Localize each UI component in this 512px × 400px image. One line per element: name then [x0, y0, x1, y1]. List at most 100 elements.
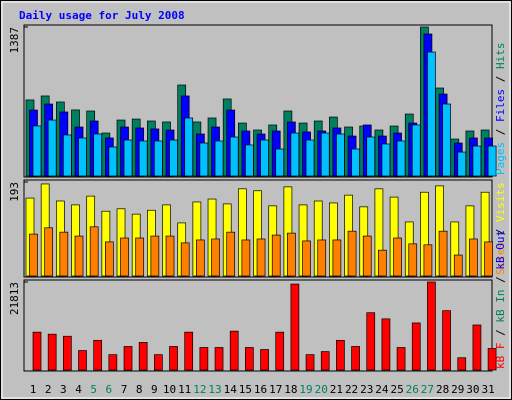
bar	[229, 330, 239, 371]
x-tick-label: 4	[75, 383, 82, 396]
x-tick-label: 9	[151, 383, 158, 396]
bar	[241, 239, 251, 277]
bar	[180, 242, 190, 277]
bar	[199, 142, 209, 177]
legend-entry: Files	[494, 89, 507, 122]
bar	[123, 139, 133, 177]
bar	[320, 351, 330, 371]
bar	[260, 349, 269, 371]
x-tick-label: 30	[466, 383, 479, 396]
bar	[427, 51, 436, 177]
bar	[290, 283, 300, 371]
bar	[305, 354, 315, 371]
bar	[93, 339, 103, 371]
bar	[408, 243, 418, 277]
x-tick-label: 8	[136, 383, 143, 396]
bar	[305, 139, 315, 177]
bar	[108, 354, 118, 371]
bar	[442, 103, 451, 177]
legend-entry: kB In	[494, 290, 507, 323]
bar	[169, 346, 178, 371]
bar	[47, 333, 57, 371]
bar	[487, 145, 497, 177]
legend-entry: kB Out	[494, 230, 507, 270]
legend-entry: Hits	[494, 43, 507, 70]
bar	[199, 347, 209, 371]
bar	[154, 140, 163, 177]
bar	[214, 140, 224, 177]
x-tick-label: 15	[239, 383, 252, 396]
legend: Pages / Files / Hits	[494, 43, 507, 176]
bar	[484, 241, 493, 277]
bar	[332, 239, 342, 277]
bar	[290, 132, 300, 177]
legend: kB F / kB In / kB Out	[494, 230, 507, 369]
bar	[317, 239, 327, 277]
bar	[184, 117, 194, 177]
x-tick-label: 29	[451, 383, 464, 396]
bar	[472, 324, 482, 371]
bar	[411, 322, 421, 371]
legend-separator: /	[494, 69, 507, 89]
bar	[93, 133, 103, 177]
x-tick-label: 12	[193, 383, 206, 396]
chart-title: Daily usage for July 2008	[19, 9, 185, 22]
bar	[381, 318, 391, 371]
bar	[362, 235, 372, 277]
bar	[347, 230, 357, 277]
x-tick-label: 21	[330, 383, 343, 396]
bar	[211, 238, 220, 277]
bar	[135, 237, 145, 277]
x-tick-label: 18	[284, 383, 297, 396]
bar	[256, 238, 266, 277]
x-tick-label: 19	[299, 383, 312, 396]
x-tick-label: 24	[375, 383, 389, 396]
legend-separator: /	[494, 323, 507, 343]
bar	[427, 281, 436, 371]
y-tick-label: 21813	[8, 282, 21, 315]
bar	[366, 136, 376, 177]
bar	[59, 231, 69, 277]
bar	[165, 235, 175, 277]
bar	[47, 119, 57, 177]
bar	[320, 132, 330, 177]
bar	[123, 346, 133, 371]
x-tick-label: 25	[390, 383, 403, 396]
bar	[89, 226, 99, 277]
legend-separator: /	[494, 222, 507, 242]
bar	[275, 148, 285, 177]
legend-separator: /	[494, 122, 507, 142]
bar	[226, 231, 236, 277]
x-tick-label: 11	[178, 383, 191, 396]
bar	[287, 232, 296, 277]
bar	[108, 146, 118, 177]
x-tick-label: 5	[90, 383, 97, 396]
bar	[336, 339, 345, 371]
x-tick-label: 6	[106, 383, 113, 396]
bar	[169, 139, 178, 177]
bar	[245, 347, 254, 371]
bar	[275, 331, 285, 371]
x-tick-label: 22	[345, 383, 358, 396]
bar	[351, 148, 360, 177]
bar	[62, 335, 72, 371]
legend-separator: /	[494, 270, 507, 290]
x-tick-label: 3	[60, 383, 67, 396]
bar	[378, 249, 387, 277]
x-tick-label: 2	[45, 383, 52, 396]
bar	[184, 331, 194, 371]
bar	[138, 342, 148, 371]
bar	[457, 357, 467, 371]
bar	[366, 312, 376, 371]
bar	[245, 144, 254, 177]
bar	[260, 139, 269, 177]
legend-entry: Pages	[494, 142, 507, 175]
bar	[302, 240, 311, 277]
bar	[271, 234, 281, 277]
x-tick-label: 13	[208, 383, 221, 396]
x-tick-label: 17	[269, 383, 282, 396]
x-tick-label: 16	[254, 383, 267, 396]
bar	[396, 140, 406, 177]
bar	[78, 137, 87, 177]
